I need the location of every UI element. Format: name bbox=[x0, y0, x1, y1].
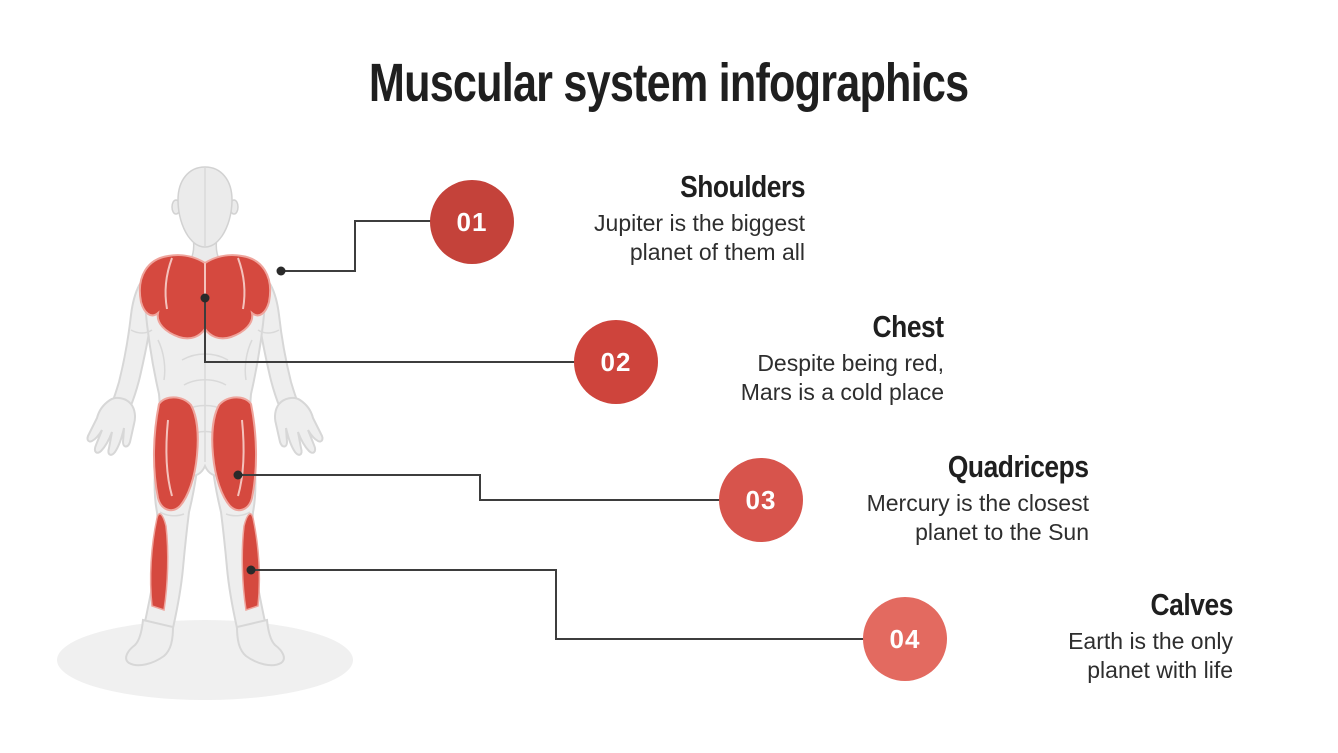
connector-dot-01 bbox=[276, 266, 286, 276]
connector-dots bbox=[200, 266, 286, 575]
connector-line-01 bbox=[281, 220, 434, 272]
calves-muscle-highlight bbox=[149, 513, 261, 611]
callout-description: Despite being red, Mars is a cold place bbox=[740, 350, 944, 405]
right-hand bbox=[274, 396, 324, 456]
callout-title: Quadriceps bbox=[948, 449, 1089, 484]
left-hand bbox=[86, 396, 136, 456]
callout-description: Mercury is the closest planet to the Sun bbox=[866, 490, 1089, 545]
quad-seam-right bbox=[237, 419, 245, 497]
callout-title: Chest bbox=[872, 309, 945, 344]
callout-title: Shoulders bbox=[679, 169, 805, 204]
connector-line-03 bbox=[238, 474, 723, 501]
head bbox=[171, 166, 239, 266]
knee-lines bbox=[159, 511, 251, 517]
badge-number: 01 bbox=[456, 206, 488, 237]
callout-title: Calves bbox=[1150, 587, 1234, 622]
badge-number: 02 bbox=[600, 346, 632, 377]
connector-dot-03 bbox=[233, 470, 243, 480]
number-badge-03: 03 bbox=[719, 458, 803, 542]
connector-lines bbox=[204, 220, 867, 640]
left-quadriceps bbox=[153, 396, 199, 512]
number-badge-01: 01 bbox=[430, 180, 514, 264]
right-quadriceps bbox=[211, 396, 257, 512]
connector-dot-02 bbox=[200, 293, 210, 303]
left-calf bbox=[149, 513, 169, 611]
left-foot bbox=[125, 618, 175, 667]
callout-quadriceps: Quadriceps Mercury is the closest planet… bbox=[749, 449, 1090, 547]
connector-line-02 bbox=[204, 298, 578, 363]
badge-number: 03 bbox=[745, 484, 777, 515]
connector-dot-04 bbox=[246, 565, 256, 575]
callout-shoulders: Shoulders Jupiter is the biggest planet … bbox=[465, 170, 805, 267]
callout-calves: Calves Earth is the only planet with lif… bbox=[893, 588, 1233, 685]
quadriceps-muscle-highlight bbox=[153, 396, 257, 512]
callout-description: Earth is the only planet with life bbox=[1068, 628, 1233, 683]
right-calf bbox=[241, 513, 261, 611]
number-badge-04: 04 bbox=[863, 597, 947, 681]
callout-chest: Chest Despite being red, Mars is a cold … bbox=[604, 309, 945, 407]
callout-description: Jupiter is the biggest planet of them al… bbox=[594, 210, 805, 265]
right-foot bbox=[235, 618, 285, 667]
badge-number: 04 bbox=[889, 623, 921, 654]
number-badge-02: 02 bbox=[574, 320, 658, 404]
quad-seam-left bbox=[165, 419, 173, 497]
page-title: Muscular system infographics bbox=[369, 53, 969, 113]
floor-shadow bbox=[57, 620, 353, 700]
connector-line-04 bbox=[251, 569, 867, 640]
